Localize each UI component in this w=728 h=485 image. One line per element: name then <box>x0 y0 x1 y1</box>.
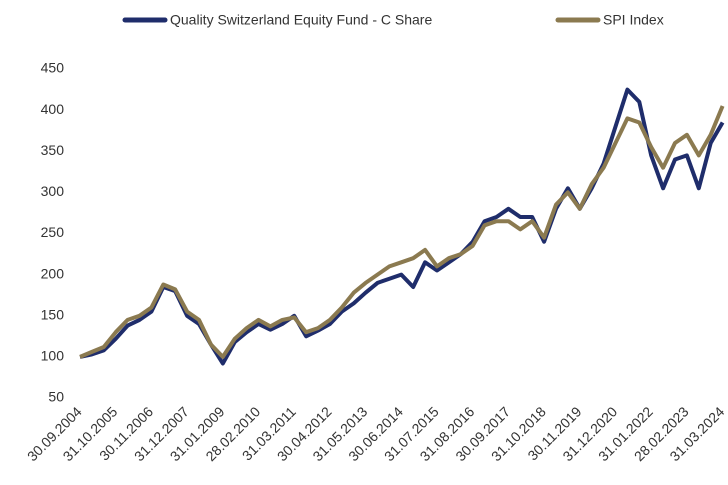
y-tick-label: 100 <box>41 348 65 364</box>
y-tick-label: 450 <box>41 60 65 76</box>
y-tick-label: 400 <box>41 101 65 117</box>
y-tick-label: 350 <box>41 142 65 158</box>
legend-label: Quality Switzerland Equity Fund - C Shar… <box>170 12 432 28</box>
y-tick-label: 150 <box>41 306 65 322</box>
series-line <box>79 105 725 359</box>
y-tick-label: 250 <box>41 224 65 240</box>
y-tick-label: 300 <box>41 183 65 199</box>
series-line <box>79 87 725 366</box>
y-tick-label: 200 <box>41 265 65 281</box>
legend-label: SPI Index <box>603 12 664 28</box>
y-tick-label: 50 <box>48 389 64 405</box>
